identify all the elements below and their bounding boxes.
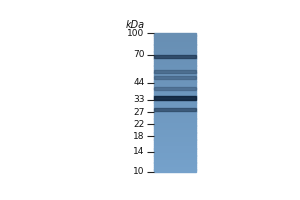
Text: 70: 70 bbox=[133, 50, 145, 59]
Bar bbox=[154, 96, 196, 100]
Bar bbox=[154, 169, 196, 172]
Bar bbox=[154, 79, 196, 82]
Bar bbox=[154, 63, 196, 66]
Bar bbox=[154, 111, 196, 114]
Bar bbox=[154, 88, 196, 91]
Bar bbox=[154, 75, 196, 77]
Bar bbox=[154, 54, 196, 56]
Bar bbox=[154, 81, 196, 84]
Bar bbox=[154, 91, 196, 93]
Bar bbox=[154, 95, 196, 98]
Bar bbox=[154, 114, 196, 116]
Bar bbox=[154, 70, 196, 73]
Text: 27: 27 bbox=[133, 108, 145, 117]
Bar bbox=[154, 165, 196, 167]
Bar bbox=[154, 128, 196, 130]
Bar bbox=[154, 51, 196, 54]
Bar bbox=[154, 61, 196, 63]
Bar bbox=[154, 93, 196, 96]
Bar bbox=[154, 132, 196, 135]
Bar bbox=[154, 139, 196, 142]
Bar bbox=[154, 121, 196, 123]
Bar bbox=[154, 125, 196, 128]
Text: 14: 14 bbox=[133, 147, 145, 156]
Bar bbox=[154, 144, 196, 146]
Bar bbox=[154, 116, 196, 119]
Bar bbox=[154, 142, 196, 144]
Bar bbox=[154, 148, 196, 151]
Bar bbox=[154, 118, 196, 121]
Bar bbox=[154, 160, 196, 163]
Bar bbox=[154, 58, 196, 61]
Bar bbox=[154, 65, 196, 68]
Bar bbox=[154, 47, 196, 49]
Bar bbox=[154, 137, 196, 140]
Text: 100: 100 bbox=[127, 29, 145, 38]
Bar bbox=[154, 72, 196, 75]
Bar bbox=[154, 102, 196, 105]
Text: 18: 18 bbox=[133, 132, 145, 141]
Bar bbox=[154, 84, 196, 86]
Bar bbox=[154, 87, 196, 90]
Text: 10: 10 bbox=[133, 167, 145, 176]
Text: 22: 22 bbox=[133, 120, 145, 129]
Bar bbox=[154, 130, 196, 133]
Text: 33: 33 bbox=[133, 95, 145, 104]
Text: 44: 44 bbox=[133, 78, 145, 87]
Bar bbox=[154, 153, 196, 156]
Bar bbox=[154, 123, 196, 126]
Bar bbox=[154, 100, 196, 103]
Bar bbox=[154, 146, 196, 149]
Bar bbox=[154, 70, 196, 73]
Bar bbox=[154, 109, 196, 112]
Bar bbox=[154, 105, 196, 107]
Bar bbox=[154, 38, 196, 40]
Bar bbox=[154, 162, 196, 165]
Bar bbox=[154, 35, 196, 38]
Bar bbox=[154, 68, 196, 70]
Bar bbox=[154, 158, 196, 160]
Bar bbox=[154, 151, 196, 153]
Bar bbox=[154, 44, 196, 47]
Bar bbox=[154, 167, 196, 170]
Bar bbox=[154, 42, 196, 45]
Bar bbox=[154, 86, 196, 89]
Bar bbox=[154, 135, 196, 137]
Bar bbox=[154, 155, 196, 158]
Text: kDa: kDa bbox=[125, 20, 145, 30]
Bar bbox=[154, 40, 196, 42]
Bar bbox=[154, 49, 196, 52]
Bar bbox=[154, 98, 196, 100]
Bar bbox=[154, 55, 196, 58]
Bar bbox=[154, 77, 196, 79]
Bar bbox=[154, 107, 196, 109]
Bar bbox=[154, 56, 196, 59]
Bar bbox=[154, 76, 196, 79]
Bar bbox=[154, 108, 196, 111]
Bar bbox=[154, 33, 196, 36]
